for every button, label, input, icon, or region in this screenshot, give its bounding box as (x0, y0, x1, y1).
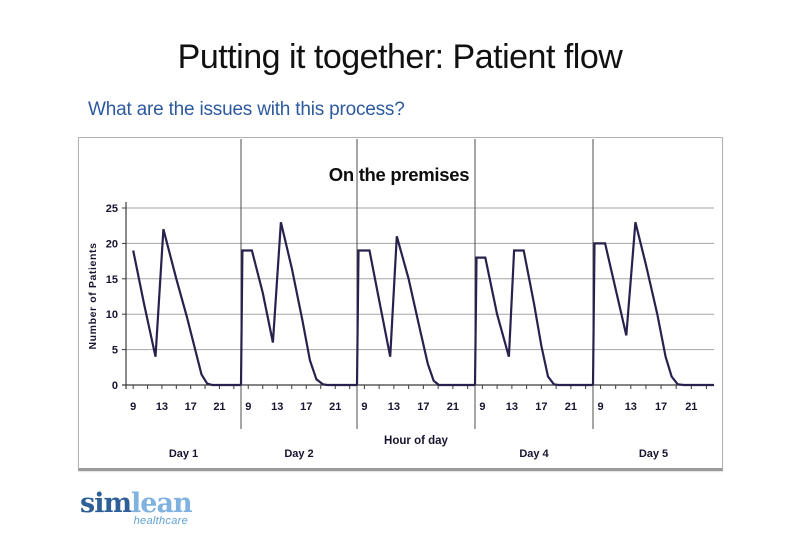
hour-tick-label: 9 (130, 401, 136, 413)
patients-line (132, 228, 241, 387)
hour-tick-label: 13 (506, 401, 518, 413)
hour-tick-label: 21 (685, 401, 697, 413)
logo-word-sim: sim (80, 488, 132, 519)
hour-tick-label: 13 (625, 401, 637, 413)
hour-tick-label: 13 (388, 401, 400, 413)
day-label: Day 4 (519, 448, 549, 460)
y-tick-label: 20 (106, 238, 118, 250)
hour-tick-label: 9 (245, 401, 251, 413)
hour-tick-label: 21 (329, 401, 341, 413)
y-tick-label: 10 (106, 309, 118, 321)
chart-title: On the premises (329, 164, 469, 185)
logo-wordmark: simlean (80, 488, 193, 519)
subtitle-question: What are the issues with this process? (88, 99, 405, 120)
hour-tick-label: 17 (655, 401, 667, 413)
patients-line (239, 221, 357, 387)
hour-tick-label: 21 (565, 401, 577, 413)
patient-flow-chart: 0 5 10 15 20 25 9 13 17 21 Day 1 9 13 17 21 Day 2 9 13 17 2… (87, 139, 714, 460)
logo-word-lean: lean (131, 488, 193, 519)
hour-tick-label: 17 (417, 401, 429, 413)
hour-tick-label: 21 (213, 401, 225, 413)
hour-tick-label: 13 (271, 401, 283, 413)
hour-tick-label: 13 (156, 401, 168, 413)
day-label: Day 2 (284, 448, 313, 460)
patients-line (355, 236, 475, 387)
day-label: Day 1 (169, 448, 198, 460)
simlean-logo: simlean healthcare (80, 488, 193, 527)
page-title: Putting it together: Patient flow (177, 38, 623, 76)
x-axis-title: Hour of day (384, 435, 448, 447)
hour-tick-label: 17 (185, 401, 197, 413)
hour-tick-label: 17 (535, 401, 547, 413)
hour-tick-label: 17 (300, 401, 312, 413)
logo-tagline: healthcare (133, 515, 188, 527)
y-tick-label: 25 (106, 203, 118, 215)
patient-flow-chart-frame: 0 5 10 15 20 25 9 13 17 21 Day 1 9 13 17 21 Day 2 9 13 17 2… (78, 137, 723, 471)
hour-tick-label: 9 (361, 401, 367, 413)
y-tick-label: 0 (112, 380, 118, 392)
hour-tick-label: 9 (598, 401, 604, 413)
day-label: Day 5 (639, 448, 668, 460)
patients-line (473, 249, 593, 387)
y-tick-label: 5 (112, 345, 118, 357)
hour-tick-label: 9 (479, 401, 485, 413)
y-axis-title: Number of Patients (87, 242, 99, 349)
hour-tick-label: 21 (447, 401, 459, 413)
patients-line (591, 221, 714, 387)
y-tick-label: 15 (106, 274, 118, 286)
